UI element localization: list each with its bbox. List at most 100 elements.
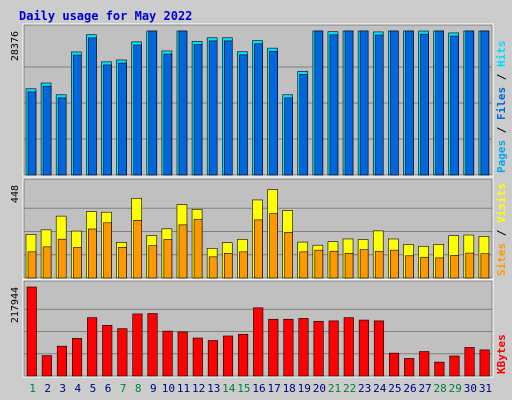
day-label-28: 28: [434, 382, 447, 395]
sites-bar-14: [223, 252, 233, 279]
files-bar-30: [465, 30, 475, 176]
sites-bar-15: [239, 251, 248, 279]
kbytes-bar-4: [71, 338, 83, 377]
sites-bar-25: [390, 249, 399, 279]
files-bar-7: [118, 62, 127, 176]
files-bar-6: [103, 64, 112, 176]
kbytes-bar-7: [117, 328, 128, 377]
legend-panel-1: Pages / Files / Hits: [495, 41, 508, 174]
kbytes-bar-19: [298, 318, 309, 377]
files-bar-22: [344, 30, 354, 176]
panel-1: 28376: [10, 23, 494, 177]
files-bar-29: [450, 35, 460, 176]
day-label-3: 3: [59, 382, 66, 395]
kbytes-bar-21: [328, 320, 339, 377]
legend-pages: Pages: [495, 140, 508, 173]
files-bar-15: [239, 54, 248, 176]
files-bar-31: [480, 30, 490, 176]
files-bar-25: [390, 30, 399, 176]
sites-bar-30: [465, 252, 475, 279]
day-label-12: 12: [192, 382, 205, 395]
kbytes-bar-1: [26, 286, 37, 377]
sites-bar-11: [178, 224, 188, 279]
max-label: 448: [10, 185, 21, 203]
chart-title: Daily usage for May 2022: [19, 9, 192, 23]
legend-sites: Sites: [495, 243, 508, 276]
sites-bar-9: [148, 245, 158, 279]
sites-bar-27: [420, 256, 429, 279]
files-bar-8: [133, 44, 142, 176]
day-label-31: 31: [479, 382, 492, 395]
kbytes-bar-10: [162, 330, 173, 377]
chart-panels: 28376 448 217944: [10, 23, 494, 378]
sites-bar-24: [374, 251, 384, 279]
files-bar-26: [405, 30, 414, 176]
kbytes-bar-30: [464, 347, 475, 377]
files-bar-14: [223, 40, 233, 176]
day-label-4: 4: [75, 382, 82, 395]
day-label-30: 30: [464, 382, 477, 395]
sites-bar-13: [208, 256, 218, 279]
max-label: 217944: [10, 287, 21, 323]
kbytes-bar-28: [434, 361, 445, 377]
kbytes-bar-26: [404, 358, 415, 377]
day-label-7: 7: [120, 382, 127, 395]
kbytes-bar-11: [177, 331, 188, 377]
files-bar-5: [88, 37, 97, 176]
files-bar-3: [57, 97, 67, 176]
sites-bar-6: [103, 222, 112, 279]
kbytes-bar-27: [419, 351, 430, 377]
day-label-13: 13: [207, 382, 220, 395]
kbytes-bar-13: [207, 340, 218, 377]
kbytes-bar-9: [147, 313, 158, 377]
sites-bar-26: [405, 255, 414, 279]
sites-bar-8: [133, 219, 142, 279]
day-label-29: 29: [449, 382, 462, 395]
files-bar-1: [27, 91, 37, 176]
kbytes-bar-17: [268, 318, 279, 377]
legend-panel-3: KBytes: [495, 334, 508, 374]
day-label-16: 16: [252, 382, 265, 395]
day-label-14: 14: [222, 382, 236, 395]
files-bar-27: [420, 33, 429, 176]
sites-bar-20: [314, 249, 324, 279]
sites-bar-29: [450, 255, 460, 279]
day-label-18: 18: [283, 382, 296, 395]
sites-bar-31: [480, 253, 490, 279]
sites-bar-21: [329, 250, 339, 279]
legend-hits: Hits: [495, 41, 508, 68]
files-bar-9: [148, 30, 158, 176]
sites-bar-5: [88, 228, 97, 279]
files-bar-11: [178, 30, 188, 176]
sites-bar-12: [193, 219, 203, 279]
kbytes-bar-15: [238, 334, 249, 377]
sites-bar-28: [435, 257, 444, 279]
panel-frame: [22, 23, 494, 177]
legend-visits: Visits: [495, 183, 508, 223]
sites-bar-2: [42, 246, 52, 279]
kbytes-bar-5: [87, 317, 98, 377]
files-bar-16: [254, 43, 263, 176]
day-label-11: 11: [177, 382, 190, 395]
files-bar-21: [329, 34, 339, 176]
legend-panel-2: Sites / Visits: [495, 183, 508, 276]
kbytes-bar-20: [313, 320, 324, 377]
kbytes-bar-31: [479, 349, 490, 377]
sites-bar-3: [57, 238, 67, 279]
day-label-23: 23: [358, 382, 371, 395]
files-bar-4: [72, 54, 82, 176]
sites-bar-10: [163, 239, 173, 279]
day-label-19: 19: [298, 382, 311, 395]
day-label-10: 10: [162, 382, 175, 395]
kbytes-bar-16: [253, 307, 264, 377]
day-label-22: 22: [343, 382, 356, 395]
day-label-26: 26: [403, 382, 416, 395]
kbytes-bar-2: [41, 355, 52, 377]
legend-files: Files: [495, 87, 508, 120]
day-label-20: 20: [313, 382, 326, 395]
day-label-1: 1: [29, 382, 36, 395]
day-label-9: 9: [150, 382, 157, 395]
day-label-15: 15: [237, 382, 250, 395]
kbytes-bar-12: [192, 337, 203, 377]
kbytes-bar-25: [389, 352, 400, 377]
